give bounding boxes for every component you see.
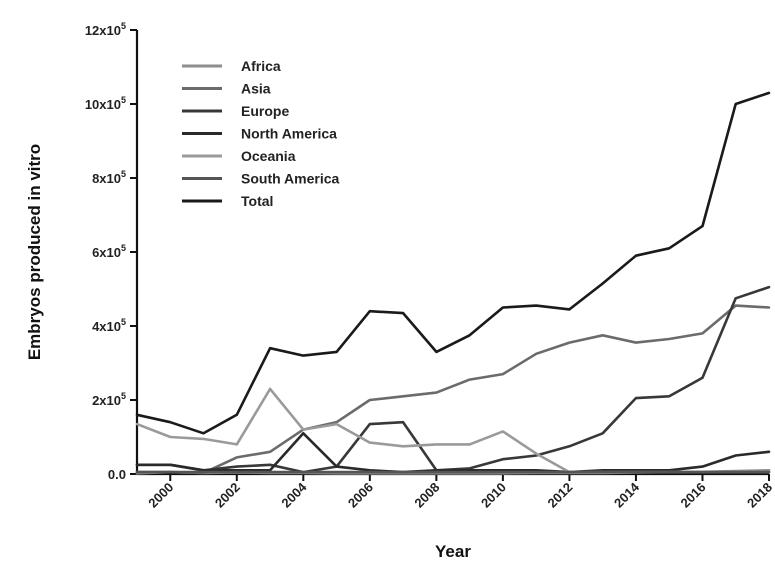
series-line-asia [135, 304, 771, 475]
y-tick-label: 6x105 [92, 243, 126, 260]
series-line-north-america [135, 431, 771, 474]
legend-label: South America [241, 171, 339, 187]
y-axis-title: Embryos produced in vitro [25, 144, 44, 360]
legend-label: North America [241, 126, 337, 142]
y-ticks: 0.0 2x105 4x105 6x105 8x105 10x105 12x105 [85, 21, 137, 482]
x-axis-title: Year [435, 542, 471, 561]
legend-label: Asia [241, 81, 271, 97]
legend-label: Africa [241, 58, 281, 74]
series-line-total [135, 91, 771, 435]
y-tick-label: 0.0 [108, 467, 126, 482]
legend-label: Oceania [241, 148, 296, 164]
y-tick-label: 2x105 [92, 391, 126, 408]
legend-label: Total [241, 193, 273, 209]
y-tick-label: 12x105 [85, 21, 126, 38]
legend-label: Europe [241, 103, 289, 119]
y-tick-label: 10x105 [85, 95, 126, 112]
legend: Africa Asia Europe North America Oceania Sout… [182, 58, 339, 209]
series-lines [135, 91, 771, 475]
y-tick-label: 4x105 [92, 317, 126, 334]
y-tick-label: 8x105 [92, 169, 126, 186]
